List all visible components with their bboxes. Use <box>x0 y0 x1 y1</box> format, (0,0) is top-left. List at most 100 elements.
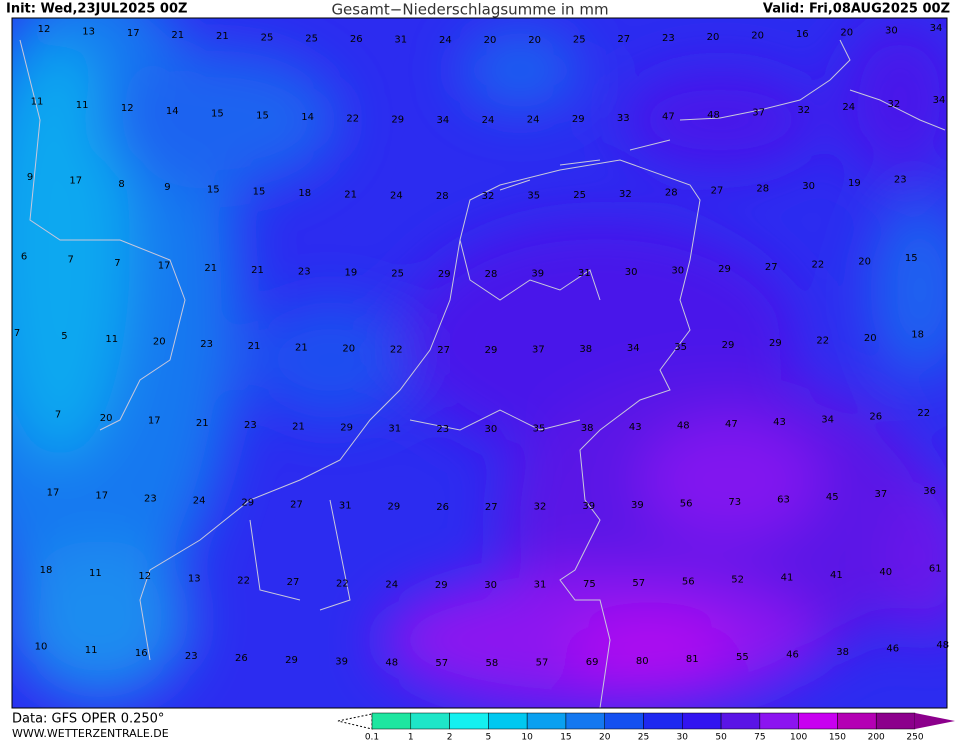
grid-value: 24 <box>193 496 206 507</box>
legend-label: 15 <box>560 733 571 741</box>
grid-value: 11 <box>31 96 44 107</box>
grid-value: 26 <box>235 653 248 664</box>
grid-value: 38 <box>579 344 592 355</box>
legend-label: 200 <box>868 733 885 741</box>
legend-box <box>837 712 877 730</box>
grid-value: 32 <box>888 99 901 110</box>
grid-value: 18 <box>298 188 311 199</box>
grid-value: 17 <box>95 491 108 502</box>
map-frame <box>11 17 948 709</box>
grid-value: 57 <box>435 658 448 669</box>
grid-value: 58 <box>486 658 499 669</box>
grid-value: 24 <box>439 35 452 46</box>
grid-value: 23 <box>298 266 311 277</box>
grid-value: 23 <box>894 174 907 185</box>
legend-box <box>643 712 683 730</box>
legend-box <box>449 712 489 730</box>
legend-label: 1 <box>408 733 414 741</box>
grid-value: 9 <box>164 182 170 193</box>
grid-value: 15 <box>207 184 220 195</box>
grid-value: 63 <box>777 495 790 506</box>
grid-value: 29 <box>485 345 498 356</box>
grid-value: 16 <box>796 29 809 40</box>
legend-box <box>526 712 567 730</box>
grid-value: 11 <box>89 568 102 579</box>
grid-value: 55 <box>736 652 749 663</box>
legend-label: 25 <box>638 733 649 741</box>
legend-box <box>488 712 528 730</box>
grid-value: 22 <box>346 113 359 124</box>
grid-value: 24 <box>390 190 403 201</box>
legend-box <box>410 712 450 730</box>
grid-value: 15 <box>256 111 269 122</box>
grid-value: 33 <box>617 113 630 124</box>
grid-value: 35 <box>533 424 546 435</box>
grid-value: 27 <box>485 502 498 513</box>
grid-value: 12 <box>138 571 151 582</box>
grid-value: 39 <box>531 269 544 280</box>
grid-value: 20 <box>484 35 497 46</box>
legend-box <box>798 712 838 730</box>
grid-value: 48 <box>385 657 398 668</box>
grid-value: 81 <box>686 654 699 665</box>
legend-label: 2 <box>447 733 453 741</box>
grid-value: 47 <box>725 419 738 430</box>
grid-value: 5 <box>61 331 67 342</box>
grid-value: 41 <box>781 572 794 583</box>
grid-value: 30 <box>885 25 898 36</box>
grid-value: 40 <box>879 567 892 578</box>
grid-value: 20 <box>707 32 720 43</box>
grid-value: 15 <box>905 253 918 264</box>
grid-value: 22 <box>336 578 349 589</box>
grid-value: 14 <box>166 106 179 117</box>
grid-value: 29 <box>722 340 735 351</box>
grid-value: 11 <box>105 334 118 345</box>
grid-value: 9 <box>27 172 33 183</box>
grid-value: 75 <box>583 579 596 590</box>
grid-value: 29 <box>435 580 448 591</box>
legend-label: 100 <box>790 733 807 741</box>
grid-value: 39 <box>631 500 644 511</box>
grid-value: 29 <box>438 269 451 280</box>
website: WWW.WETTERZENTRALE.DE <box>12 727 169 740</box>
grid-value: 21 <box>171 30 184 41</box>
grid-value: 29 <box>769 338 782 349</box>
grid-value: 20 <box>100 413 113 424</box>
grid-value: 20 <box>858 256 871 267</box>
grid-value: 56 <box>680 499 693 510</box>
grid-value: 27 <box>290 499 303 510</box>
grid-value: 24 <box>482 115 495 126</box>
grid-value: 23 <box>144 493 157 504</box>
grid-value: 17 <box>148 415 161 426</box>
grid-value: 12 <box>121 103 134 114</box>
grid-value: 31 <box>394 35 407 46</box>
precip-field <box>12 18 947 708</box>
grid-value: 22 <box>917 408 930 419</box>
grid-value: 47 <box>662 112 675 123</box>
legend-box <box>720 712 761 730</box>
grid-value: 20 <box>751 31 764 42</box>
grid-value: 25 <box>261 32 274 43</box>
grid-value: 37 <box>875 489 888 500</box>
grid-value: 25 <box>573 190 586 201</box>
grid-value: 27 <box>711 186 724 197</box>
legend-label: 150 <box>829 733 846 741</box>
legend-label: 250 <box>906 733 923 741</box>
grid-value: 27 <box>765 262 778 273</box>
grid-value: 39 <box>582 501 595 512</box>
grid-value: 24 <box>385 579 398 590</box>
legend-label: 10 <box>521 733 533 741</box>
grid-value: 11 <box>76 100 89 111</box>
grid-value: 52 <box>731 575 744 586</box>
grid-value: 30 <box>484 580 497 591</box>
grid-value: 34 <box>821 414 834 425</box>
grid-value: 20 <box>342 344 355 355</box>
grid-value: 27 <box>437 345 450 356</box>
grid-value: 43 <box>629 422 642 433</box>
grid-value: 48 <box>707 110 720 121</box>
grid-value: 7 <box>55 410 61 421</box>
grid-value: 27 <box>617 34 630 45</box>
grid-value: 48 <box>677 421 690 432</box>
legend-box <box>759 712 799 730</box>
grid-value: 28 <box>756 183 769 194</box>
